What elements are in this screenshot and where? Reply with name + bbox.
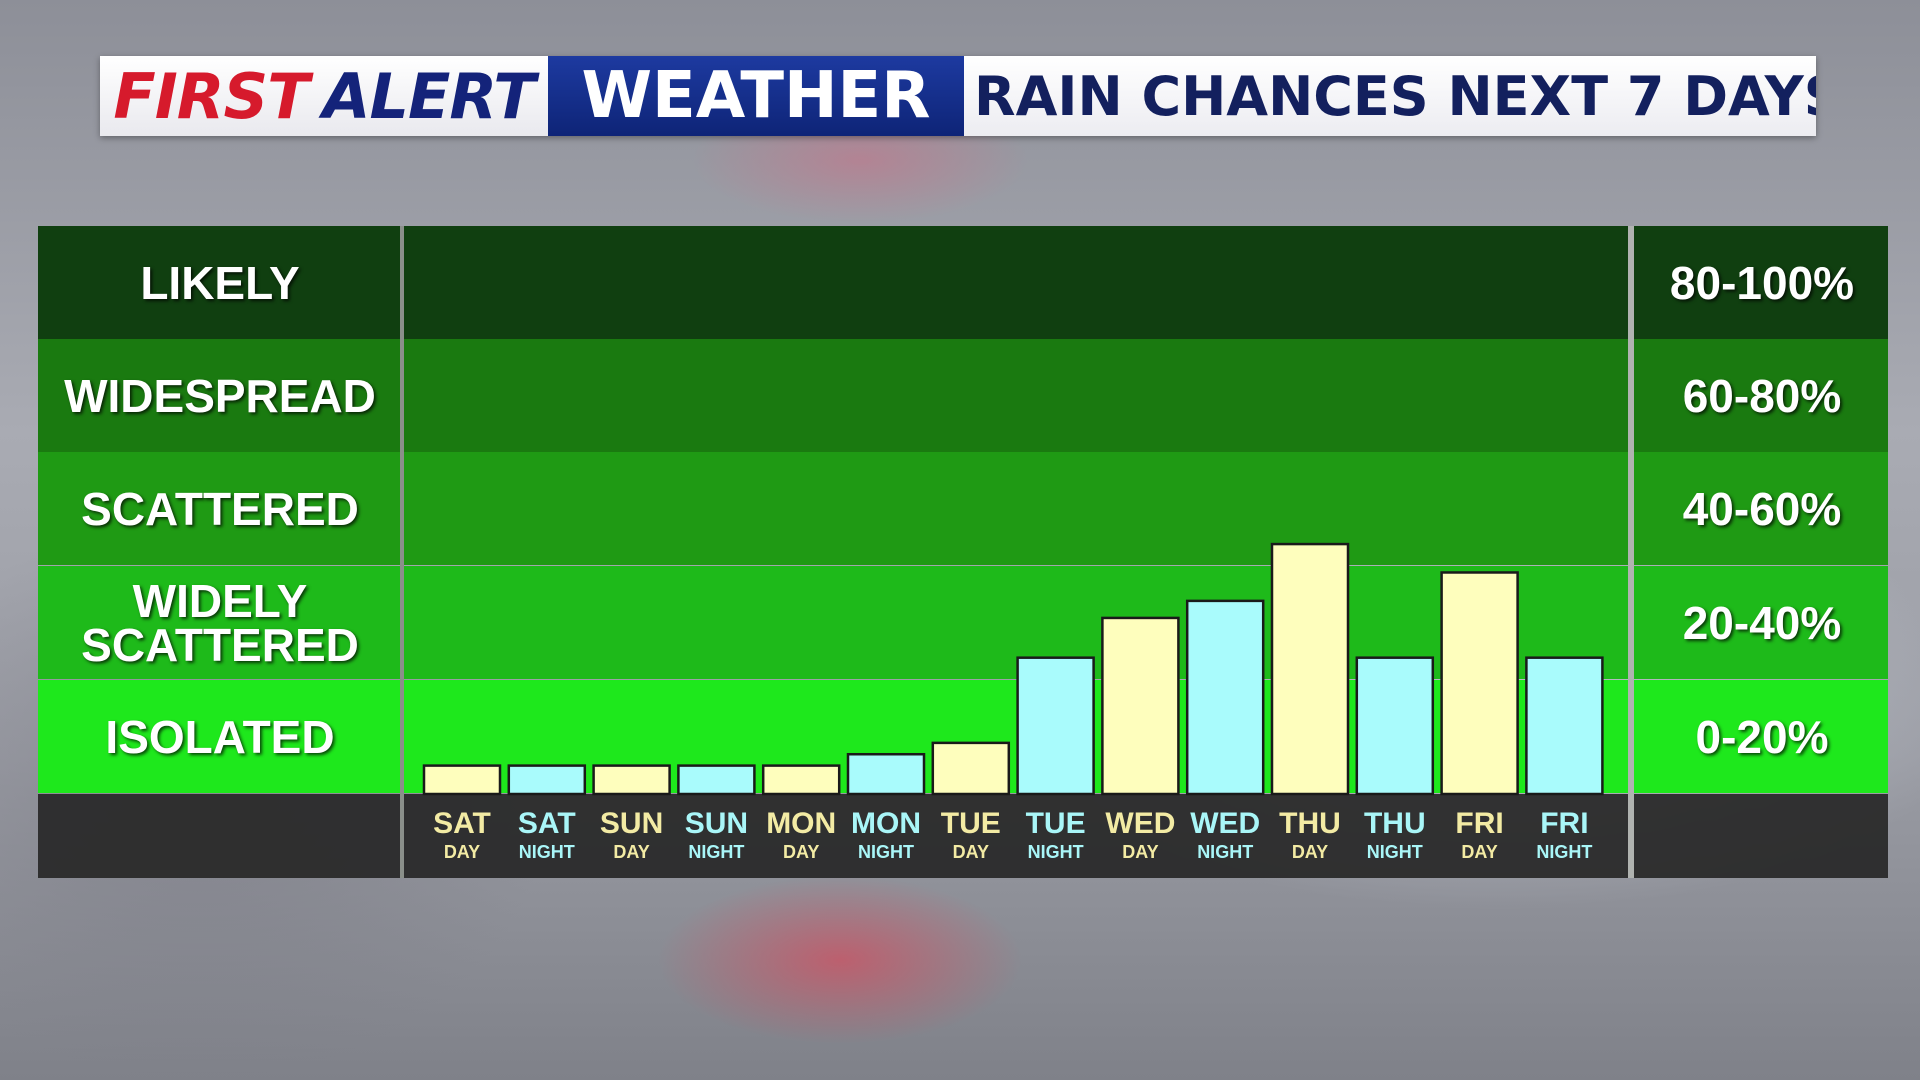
band-range-likely: 80-100% [1669, 256, 1855, 309]
bar-mon-day [761, 764, 841, 796]
tick-label-day: SUN [685, 807, 748, 840]
band-label-isolated: ISOLATED [105, 710, 335, 763]
band-likely: LIKELY 80-100% [38, 226, 1888, 339]
tick-label-period: DAY [953, 842, 989, 862]
band-label-scattered: SCATTERED [81, 482, 359, 535]
x-axis-footer [404, 794, 1628, 878]
footer-left [38, 794, 400, 878]
tick-label-period: DAY [783, 842, 819, 862]
bar-tue-day [931, 741, 1011, 796]
tick-label-period: DAY [1292, 842, 1328, 862]
bar-sat-night [507, 764, 587, 796]
brand-first-alert: FIRST ALERT [100, 56, 548, 136]
tick-label-period: DAY [1461, 842, 1497, 862]
tick-label-period: NIGHT [1028, 842, 1084, 862]
band-label-widely-scattered: WIDELY SCATTERED [81, 574, 359, 671]
tick-label-day: THU [1279, 807, 1341, 840]
bar-sun-night [677, 764, 756, 796]
bar-sun-day [592, 764, 671, 796]
tick-label-period: NIGHT [858, 842, 914, 862]
band-label-likely: LIKELY [140, 256, 300, 309]
tick-label-day: THU [1364, 807, 1426, 840]
band-range-widely-scattered: 20-40% [1682, 596, 1842, 649]
tick-label-period: NIGHT [519, 842, 575, 862]
brand-weather: WEATHER [548, 56, 964, 136]
tick-label-day: FRI [1540, 807, 1588, 840]
page-title: RAIN CHANCES NEXT 7 DAYS [964, 56, 1816, 136]
tick-label-day: SAT [518, 807, 576, 840]
brand-first-word: FIRST [113, 59, 309, 133]
title-banner: FIRST ALERT WEATHER RAIN CHANCES NEXT 7 … [100, 56, 1816, 136]
tick-label-period: NIGHT [1536, 842, 1592, 862]
tick-label-period: NIGHT [688, 842, 744, 862]
right-divider [1628, 226, 1634, 878]
band-range-scattered: 40-60% [1682, 482, 1842, 535]
tick-label-day: SUN [600, 807, 663, 840]
tick-label-day: MON [851, 807, 921, 840]
rain-chance-chart: LIKELY 80-100% WIDESPREAD 60-80% SCATTER… [38, 226, 1888, 878]
bar-wed-day [1101, 616, 1180, 796]
tick-label-day: WED [1105, 807, 1175, 840]
bar-fri-night [1525, 656, 1604, 796]
tick-label-period: DAY [1122, 842, 1158, 862]
bar-fri-day [1440, 571, 1519, 796]
tick-label-day: MON [766, 807, 836, 840]
tick-label-day: FRI [1455, 807, 1503, 840]
band-widespread: WIDESPREAD 60-80% [38, 339, 1888, 452]
tick-label-day: TUE [941, 807, 1001, 840]
left-divider [400, 226, 404, 878]
bar-layer: SATDAYSATNIGHTSUNDAYSUNNIGHTMONDAYMONNIG… [422, 542, 1604, 862]
tick-label-period: NIGHT [1367, 842, 1423, 862]
footer-right [1634, 794, 1888, 878]
tick-label-period: NIGHT [1197, 842, 1253, 862]
band-range-widespread: 60-80% [1682, 369, 1842, 422]
tick-label-day: WED [1190, 807, 1260, 840]
bar-mon-night [846, 752, 926, 796]
band-scattered: SCATTERED 40-60% [38, 452, 1888, 565]
tick-label-day: SAT [433, 807, 491, 840]
tick-label-period: DAY [613, 842, 649, 862]
bar-tue-night [1016, 656, 1095, 796]
bar-thu-day [1270, 542, 1350, 796]
band-label-widespread: WIDESPREAD [64, 369, 376, 422]
band-widely-scattered: WIDELY SCATTERED 20-40% [38, 566, 1888, 679]
tick-label-period: DAY [444, 842, 480, 862]
bar-sat-day [422, 764, 502, 796]
bar-wed-night [1185, 599, 1265, 796]
bar-thu-night [1355, 656, 1435, 796]
tick-label-day: TUE [1026, 807, 1086, 840]
brand-alert-word: ALERT [322, 59, 536, 133]
band-range-isolated: 0-20% [1695, 710, 1829, 763]
